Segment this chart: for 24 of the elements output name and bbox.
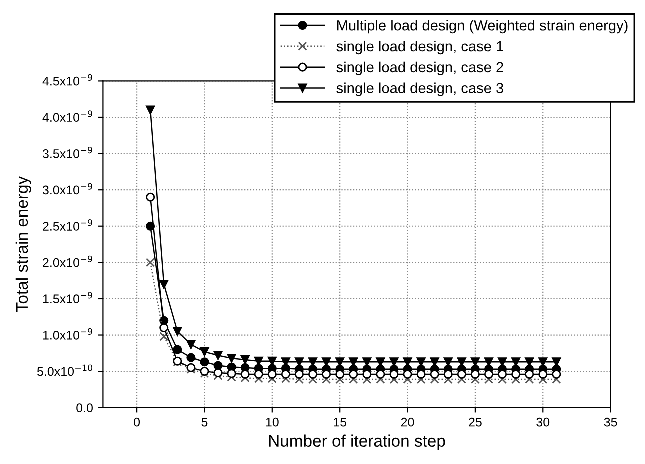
y-tick-label: 5.0x10$^{−10}$ (37, 364, 93, 376)
legend-label: single load design, case 3 (336, 82, 504, 96)
x-tick-label: 25 (469, 418, 482, 427)
y-axis-title: Total strain energy (16, 176, 32, 312)
legend-label: single load design, case 1 (336, 40, 504, 55)
x-tick-label: 35 (604, 418, 618, 427)
x-tick-label: 10 (266, 418, 279, 427)
y-tick-label: 4.5x10$^{−9}$ (42, 74, 92, 86)
x-tick-label: 20 (401, 418, 414, 427)
y-tick-label: 0.0 (76, 404, 93, 413)
y-tick-label: 1.0x10$^{−9}$ (43, 328, 92, 340)
y-tick-label: 2.0x10$^{−9}$ (43, 256, 92, 268)
y-tick-label: 1.5x10$^{−9}$ (43, 292, 92, 304)
y-tick-label: 3.5x10$^{−9}$ (42, 146, 92, 158)
x-tick-label: 15 (334, 418, 347, 427)
x-tick-label: 30 (536, 418, 550, 427)
legend-label: single load design, case 2 (336, 62, 504, 76)
y-tick-label: 3.0x10$^{−9}$ (42, 183, 92, 195)
legend-label: Multiple load design (Weighted strain energy) (337, 20, 628, 34)
x-tick-label: 0 (134, 418, 140, 427)
y-tick-label: 2.5x10$^{−9}$ (43, 220, 92, 231)
x-tick-label: 5 (202, 418, 208, 427)
y-tick-label: 4.0x10$^{−9}$ (42, 110, 92, 122)
x-axis-title: Number of iteration step (269, 434, 446, 450)
